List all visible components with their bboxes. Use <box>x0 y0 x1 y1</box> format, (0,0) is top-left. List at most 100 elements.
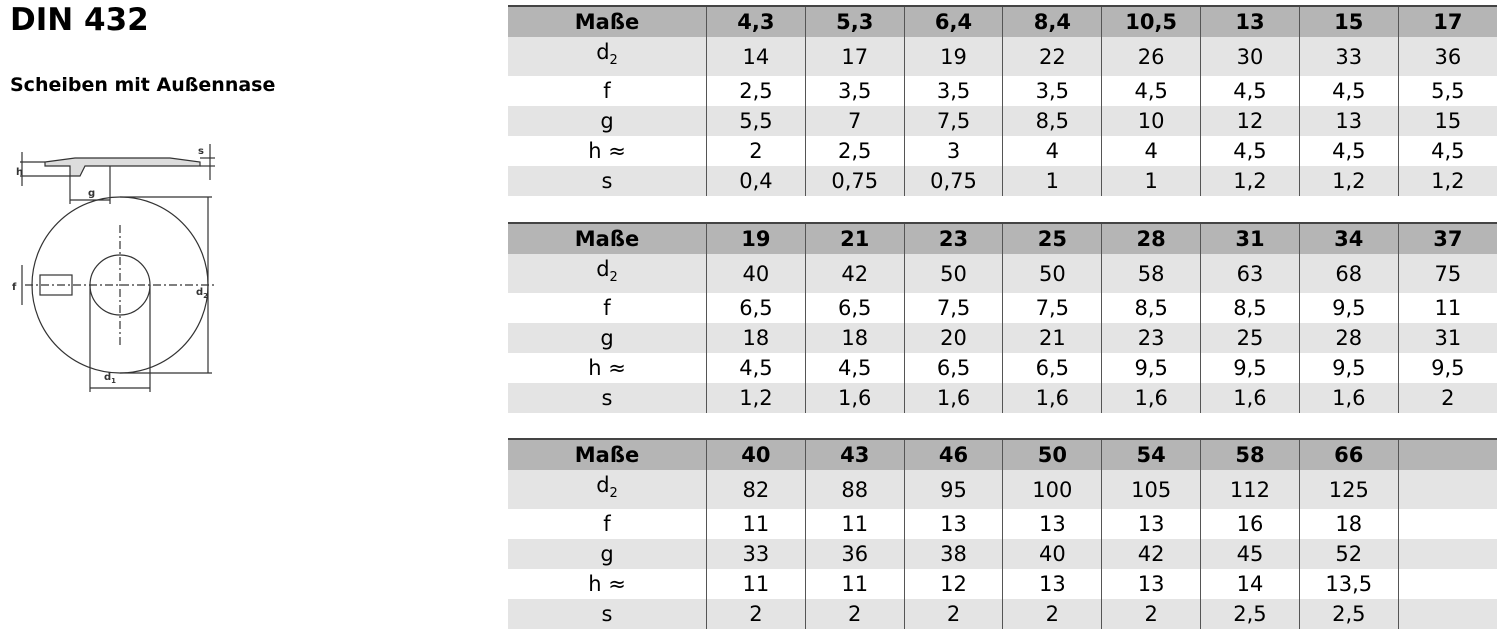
cell: 2,5 <box>706 76 806 107</box>
cell: 50 <box>1002 254 1102 294</box>
cell: 42 <box>1101 539 1201 570</box>
cell: 23 <box>1101 323 1201 354</box>
cell: 45 <box>1200 539 1300 570</box>
cell: 9,5 <box>1200 353 1300 384</box>
cell: 100 <box>1002 470 1102 510</box>
header-cell: 43 <box>804 438 905 470</box>
cell: 6,5 <box>706 293 806 324</box>
label-d1-sub: 1 <box>111 377 116 385</box>
header-cell: 19 <box>706 222 806 254</box>
cell: 10 <box>1101 106 1201 137</box>
header-cell: 50 <box>1002 438 1102 470</box>
cell: 9,5 <box>1298 293 1399 324</box>
label-d2-main: d <box>196 287 203 298</box>
cell: 2,5 <box>1200 599 1300 630</box>
cell: 1,6 <box>1002 383 1102 414</box>
cell: 2,5 <box>1298 599 1399 630</box>
cell: 6,5 <box>804 293 905 324</box>
row-label: d2 <box>508 37 707 77</box>
cell: 2 <box>706 136 806 167</box>
cell: 4,5 <box>1200 76 1300 107</box>
cell: 13 <box>1002 509 1102 540</box>
cell: 1,6 <box>804 383 905 414</box>
drawing: h s g f d2 d1 <box>12 144 215 392</box>
label-d1-main: d <box>104 372 111 383</box>
cell: 63 <box>1200 254 1300 294</box>
cell: 26 <box>1101 37 1201 77</box>
row-label-sub: 2 <box>609 486 618 502</box>
header-cell: 37 <box>1397 222 1497 254</box>
cell: 11 <box>1397 293 1497 324</box>
cell: 112 <box>1200 470 1300 510</box>
cell: 1 <box>1101 166 1201 197</box>
cell: 31 <box>1397 323 1497 354</box>
label-h: h <box>16 167 23 178</box>
data-row: h ≈4,5 4,5 6,5 6,5 9,5 9,5 9,5 9,5 <box>508 353 1497 384</box>
row-label: s <box>508 166 707 197</box>
header-cell: Maße <box>508 438 707 470</box>
row-label-text: f <box>603 296 611 321</box>
cell: 82 <box>706 470 806 510</box>
cell: 4,5 <box>1298 76 1399 107</box>
header-cell: 58 <box>1200 438 1300 470</box>
cell: 14 <box>706 37 806 77</box>
cell: 9,5 <box>1397 353 1497 384</box>
cell: 14 <box>1200 569 1300 600</box>
cell: 6,5 <box>903 353 1003 384</box>
data-row: h ≈11 11 12 13 13 14 13,5 <box>508 569 1497 600</box>
header-cell: Maße <box>508 5 707 37</box>
cell: 5,5 <box>1397 76 1497 107</box>
row-label-text: f <box>603 79 611 104</box>
cell: 30 <box>1200 37 1300 77</box>
data-row: g 5,5 7 7,5 8,5 10 12 13 15 <box>508 106 1497 137</box>
label-f: f <box>12 282 17 293</box>
cell: 9,5 <box>1101 353 1201 384</box>
header-cell: 17 <box>1397 5 1497 37</box>
row-label: f <box>508 76 707 106</box>
cell: 4 <box>1002 136 1102 167</box>
cell: 1,6 <box>1101 383 1201 414</box>
cell: 7,5 <box>903 106 1003 137</box>
header-cell: 66 <box>1298 438 1399 470</box>
header-row: Maße 4,3 5,3 6,4 8,4 10,5 13 15 17 <box>508 5 1497 37</box>
cell: 13 <box>1101 509 1201 540</box>
cell: 13 <box>1002 569 1102 600</box>
cell: 4,5 <box>1200 136 1300 167</box>
cell <box>1397 509 1497 540</box>
cell <box>1397 599 1497 630</box>
cell: 52 <box>1298 539 1399 570</box>
data-table: Maße 40 43 46 50 54 58 66 d2 82 88 95 100 105 112 125 f 1… <box>508 438 1497 630</box>
cell: 1,2 <box>1200 166 1300 197</box>
cell: 40 <box>706 254 806 294</box>
cell: 4,5 <box>1101 76 1201 107</box>
label-d2: d2 <box>196 287 208 300</box>
cell: 21 <box>1002 323 1102 354</box>
row-label-text: g <box>600 542 614 567</box>
header-cell: 4,3 <box>706 5 806 37</box>
header-cell: 46 <box>903 438 1003 470</box>
cell: 3,5 <box>1002 76 1102 107</box>
data-row: d2 40 42 50 50 58 63 68 75 <box>508 254 1497 294</box>
header-cell: 34 <box>1298 222 1399 254</box>
header-cell: 15 <box>1298 5 1399 37</box>
cell: 7,5 <box>903 293 1003 324</box>
header-cell: Maße <box>508 222 707 254</box>
cell: 0,75 <box>804 166 905 197</box>
cell: 17 <box>804 37 905 77</box>
cell: 2 <box>1101 599 1201 630</box>
cell: 11 <box>706 569 806 600</box>
cell: 58 <box>1101 254 1201 294</box>
header-cell: 23 <box>903 222 1003 254</box>
cell: 15 <box>1397 106 1497 137</box>
row-label: s <box>508 599 707 630</box>
row-label-text: s <box>601 169 613 194</box>
row-label: f <box>508 293 707 323</box>
row-label-text: d <box>596 40 610 64</box>
row-label: g <box>508 323 707 354</box>
cell: 2 <box>1397 383 1497 414</box>
data-table: Maße 19 21 23 25 28 31 34 37 d2 40 42 50 50 58 63 68 75 f 6… <box>508 222 1497 414</box>
cell: 6,5 <box>1002 353 1102 384</box>
cell: 40 <box>1002 539 1102 570</box>
cell: 75 <box>1397 254 1497 294</box>
